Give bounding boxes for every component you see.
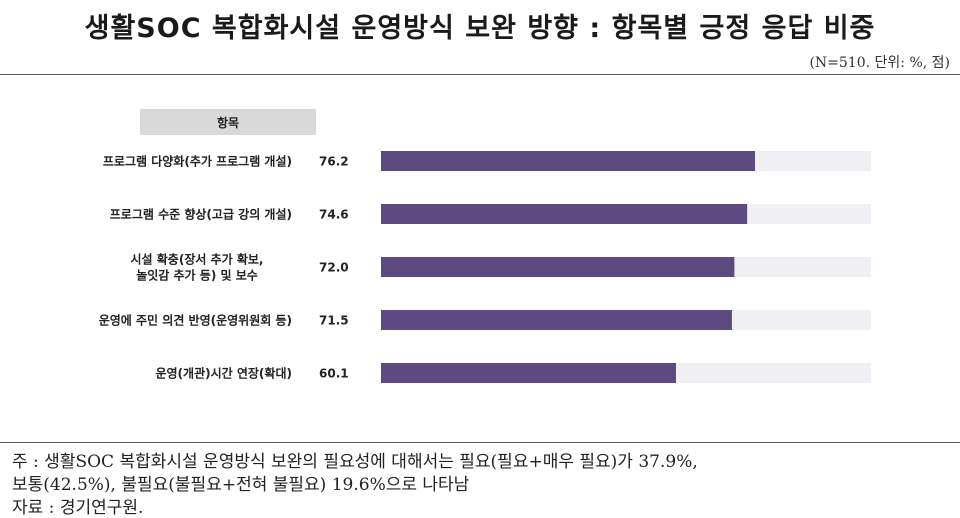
category-label: 프로그램 다양화(추가 프로그램 개설) <box>103 154 292 169</box>
category-label: 프로그램 수준 향상(고급 강의 개설) <box>110 207 292 222</box>
footnote-line-2: 보통(42.5%), 불필요(불필요+전혀 불필요) 19.6%으로 나타남 <box>12 475 470 495</box>
value-label: 71.5 <box>319 314 349 328</box>
item-column-header-label: 항목 <box>216 115 240 130</box>
bar <box>381 204 748 224</box>
value-label: 74.6 <box>319 208 349 222</box>
title-rule <box>0 74 960 75</box>
category-label: 운영(개관)시간 연장(확대) <box>155 366 292 381</box>
bar <box>381 257 735 277</box>
category-label: 운영에 주민 의견 반영(운영위원회 등) <box>99 313 292 328</box>
bar-chart: 76.2 프로그램 다양화(추가 프로그램 개설) 74.6 프로그램 수준 향상(고… <box>99 151 871 383</box>
item-column-header: 항목 <box>140 109 316 135</box>
bar <box>381 310 732 330</box>
category-label: 놀잇감 추가 등) 및 보수 <box>136 268 258 283</box>
bar <box>381 151 755 171</box>
value-label: 72.0 <box>319 261 349 275</box>
footnote: 주 : 생활SOC 복합화시설 운영방식 보완의 필요성에 대해서는 필요(필요… <box>0 442 960 518</box>
value-label: 76.2 <box>319 155 349 169</box>
bar <box>381 363 676 383</box>
value-label: 60.1 <box>319 367 349 381</box>
category-label: 시설 확충(장서 추가 확보, <box>131 252 264 267</box>
chart-title: 생활SOC 복합화시설 운영방식 보완 방향 : 항목별 긍정 응답 비중 <box>84 13 876 44</box>
footnote-source: 자료 : 경기연구원. <box>12 498 144 518</box>
unit-note: (N=510. 단위: %, 점) <box>809 55 950 71</box>
footnote-line-1: 주 : 생활SOC 복합화시설 운영방식 보완의 필요성에 대해서는 필요(필요… <box>12 452 698 472</box>
